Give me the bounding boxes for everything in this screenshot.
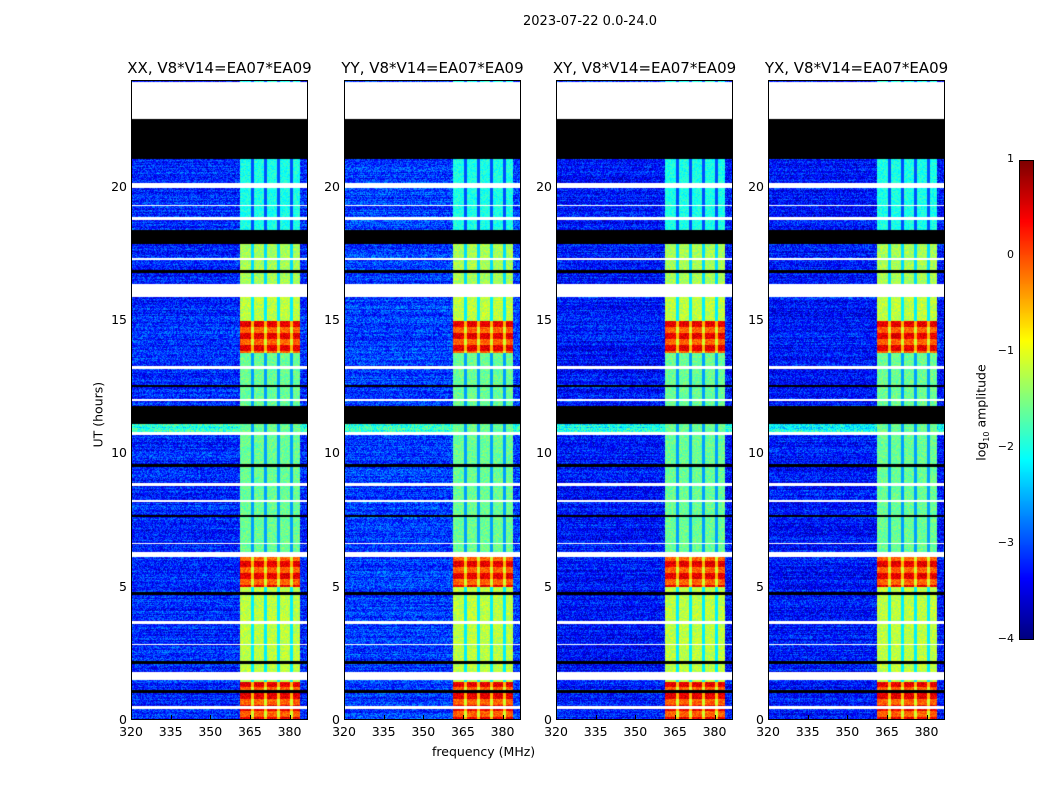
x-tick-mark [926,715,928,720]
x-tick-mark [502,715,504,720]
x-tick-label: 335 [583,724,608,739]
y-tick-label: 10 [324,445,340,461]
x-tick-mark [807,715,809,720]
y-tick-label: 10 [748,445,764,461]
y-tick-label: 20 [324,178,340,194]
panel-title: YY, V8*V14=EA07*EA09 [341,59,524,77]
x-tick-mark [210,715,212,720]
x-tick-label: 365 [450,724,475,739]
x-tick-label: 320 [332,724,356,739]
y-tick-label: 15 [324,312,340,327]
y-tick-label: 15 [748,312,764,327]
spectrogram-panel [344,80,521,720]
x-tick-mark [635,715,637,720]
x-tick-mark [462,715,464,720]
panel-title: YX, V8*V14=EA07*EA09 [764,59,949,77]
y-tick-label: 10 [111,445,127,461]
spectrogram-image [132,81,307,719]
colorbar-tick-label: −3 [997,536,1014,549]
spectrogram-image [557,81,732,719]
y-tick-label: 0 [119,712,127,727]
y-tick-label: 20 [748,178,764,194]
x-tick-label: 335 [795,724,820,739]
x-axis-label: frequency (MHz) [432,744,536,759]
y-tick-label: 20 [111,178,127,194]
x-tick-label: 335 [158,724,183,739]
y-tick-label: 15 [536,312,552,327]
y-tick-label: 10 [536,445,552,461]
x-tick-label: 320 [119,724,143,739]
figure-title: 2023-07-22 0.0-24.0 [523,14,657,29]
x-tick-label: 380 [490,724,515,739]
x-tick-label: 350 [835,724,860,739]
x-tick-mark [383,715,385,720]
panel-title: XY, V8*V14=EA07*EA09 [552,59,737,77]
x-tick-label: 380 [702,724,727,739]
x-tick-label: 350 [198,724,223,739]
spectrogram-panel [556,80,733,720]
x-tick-mark [595,715,597,720]
y-tick-label: 0 [756,712,764,727]
y-tick-label: 5 [756,578,764,594]
spectrogram-panel [768,80,945,720]
y-tick-label: 5 [332,578,340,594]
y-tick-label: 0 [544,712,552,727]
x-tick-label: 380 [277,724,302,739]
colorbar-tick-label: 1 [1007,152,1014,165]
spectrogram-image [345,81,520,719]
colorbar-tick-label: −4 [997,632,1014,645]
x-tick-label: 320 [544,724,568,739]
x-tick-label: 365 [237,724,262,739]
colorbar-tick-label: 0 [1007,248,1014,261]
x-tick-mark [423,715,425,720]
y-axis-label: UT (hours) [90,381,106,448]
y-tick-label: 15 [111,312,127,327]
x-tick-label: 335 [371,724,396,739]
x-tick-label: 320 [756,724,780,739]
colorbar-tick-label: −2 [997,440,1014,453]
x-tick-label: 380 [914,724,939,739]
x-tick-mark [344,715,345,720]
spectrogram-image [769,81,944,719]
y-tick-label: 0 [332,712,340,727]
y-tick-label: 20 [536,178,552,194]
x-tick-mark [170,715,172,720]
x-tick-label: 350 [623,724,648,739]
x-tick-mark [556,715,557,720]
panel-title: XX, V8*V14=EA07*EA09 [127,59,312,77]
y-tick-label: 5 [119,578,127,594]
x-tick-mark [768,715,769,720]
x-tick-mark [249,715,251,720]
x-tick-label: 350 [411,724,436,739]
x-tick-mark [886,715,888,720]
spectrogram-panel [131,80,308,720]
x-tick-label: 365 [662,724,687,739]
y-tick-label: 5 [544,578,552,594]
colorbar-label: log10 amplitude [973,364,991,461]
x-tick-mark [714,715,716,720]
x-tick-mark [131,715,132,720]
x-tick-mark [847,715,849,720]
colorbar-tick-label: −1 [997,344,1014,357]
x-tick-mark [674,715,676,720]
x-tick-mark [289,715,291,720]
x-tick-label: 365 [874,724,899,739]
colorbar [1019,160,1034,640]
